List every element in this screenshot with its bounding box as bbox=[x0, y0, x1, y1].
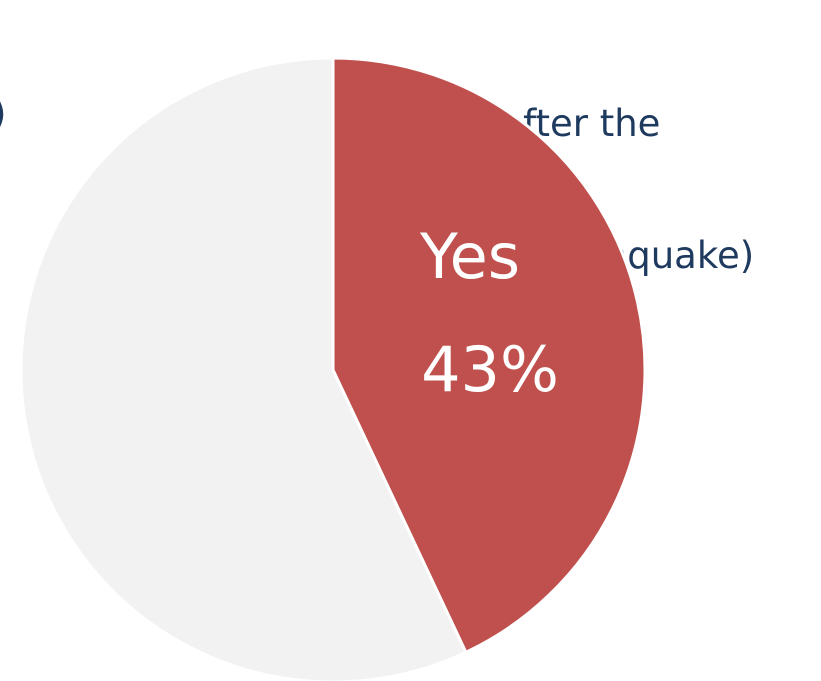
slice-label-yes-value: 43% bbox=[421, 333, 559, 406]
slice-label-yes-category: Yes bbox=[419, 220, 520, 293]
